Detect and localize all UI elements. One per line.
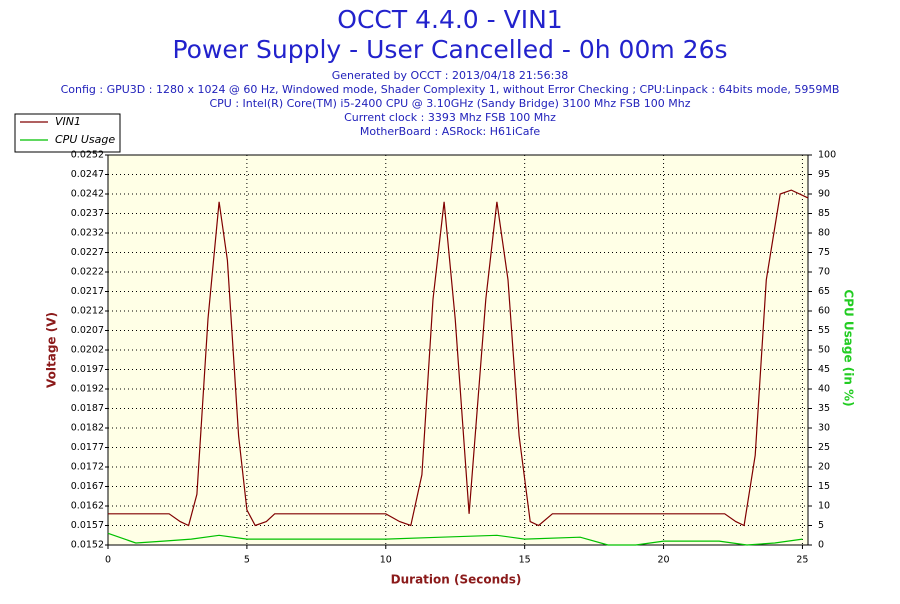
x-tick-label: 15 xyxy=(519,555,531,566)
y2-tick-label: 5 xyxy=(818,520,824,531)
y2-tick-label: 35 xyxy=(818,403,830,414)
y2-tick-label: 70 xyxy=(818,267,830,278)
y-tick-label: 0.0242 xyxy=(71,189,104,200)
x-tick-label: 20 xyxy=(658,555,670,566)
y-tick-label: 0.0232 xyxy=(71,228,104,239)
y2-tick-label: 30 xyxy=(818,423,830,434)
chart-subtitle: Power Supply - User Cancelled - 0h 00m 2… xyxy=(172,35,727,64)
chart-title: OCCT 4.4.0 - VIN1 xyxy=(337,5,562,34)
y2-tick-label: 75 xyxy=(818,247,830,258)
y2-tick-label: 25 xyxy=(818,442,830,453)
y-tick-label: 0.0222 xyxy=(71,267,104,278)
info-line: CPU : Intel(R) Core(TM) i5-2400 CPU @ 3.… xyxy=(209,97,690,110)
y2-tick-label: 80 xyxy=(818,228,830,239)
legend-label: VIN1 xyxy=(55,115,81,128)
y-tick-label: 0.0162 xyxy=(71,501,104,512)
info-line: Generated by OCCT : 2013/04/18 21:56:38 xyxy=(332,69,569,82)
y-tick-label: 0.0212 xyxy=(71,306,104,317)
y-tick-label: 0.0182 xyxy=(71,423,104,434)
y-tick-label: 0.0252 xyxy=(71,150,104,161)
info-line: Current clock : 3393 Mhz FSB 100 Mhz xyxy=(344,111,556,124)
y-tick-label: 0.0217 xyxy=(71,286,104,297)
y2-tick-label: 60 xyxy=(818,306,830,317)
legend xyxy=(14,113,121,153)
y-tick-label: 0.0167 xyxy=(71,481,104,492)
y-tick-label: 0.0157 xyxy=(71,520,104,531)
y2-tick-label: 90 xyxy=(818,189,830,200)
legend-label: CPU Usage xyxy=(55,133,115,146)
y2-tick-label: 85 xyxy=(818,208,830,219)
y-tick-label: 0.0177 xyxy=(71,442,104,453)
y-tick-label: 0.0237 xyxy=(71,208,104,219)
y2-tick-label: 45 xyxy=(818,364,830,375)
y2-tick-label: 100 xyxy=(818,150,836,161)
info-line: Config : GPU3D : 1280 x 1024 @ 60 Hz, Wi… xyxy=(61,83,840,96)
y-tick-label: 0.0192 xyxy=(71,384,104,395)
y-tick-label: 0.0197 xyxy=(71,364,104,375)
x-tick-label: 25 xyxy=(796,555,808,566)
y-tick-label: 0.0207 xyxy=(71,325,104,336)
y2-tick-label: 50 xyxy=(818,345,830,356)
y2-tick-label: 95 xyxy=(818,169,830,180)
x-axis-label: Duration (Seconds) xyxy=(391,573,522,587)
y-axis-label: Voltage (V) xyxy=(45,312,59,388)
y-tick-label: 0.0187 xyxy=(71,403,104,414)
y2-tick-label: 15 xyxy=(818,481,830,492)
x-tick-label: 10 xyxy=(380,555,392,566)
y-tick-label: 0.0202 xyxy=(71,345,104,356)
series-line xyxy=(108,189,809,527)
y2-tick-label: 55 xyxy=(818,325,830,336)
y-tick-label: 0.0172 xyxy=(71,462,104,473)
y2-tick-label: 0 xyxy=(818,540,824,551)
y2-tick-label: 40 xyxy=(818,384,830,395)
y-tick-label: 0.0247 xyxy=(71,169,104,180)
y2-axis-label: CPU Usage (in %) xyxy=(842,289,856,406)
y2-tick-label: 20 xyxy=(818,462,830,473)
series-line xyxy=(107,532,803,546)
info-line: MotherBoard : ASRock: H61iCafe xyxy=(360,125,540,138)
y2-tick-label: 10 xyxy=(818,501,830,512)
y2-tick-label: 65 xyxy=(818,286,830,297)
x-tick-label: 5 xyxy=(244,555,250,566)
y-tick-label: 0.0152 xyxy=(71,540,104,551)
y-tick-label: 0.0227 xyxy=(71,247,104,258)
x-tick-label: 0 xyxy=(105,555,111,566)
